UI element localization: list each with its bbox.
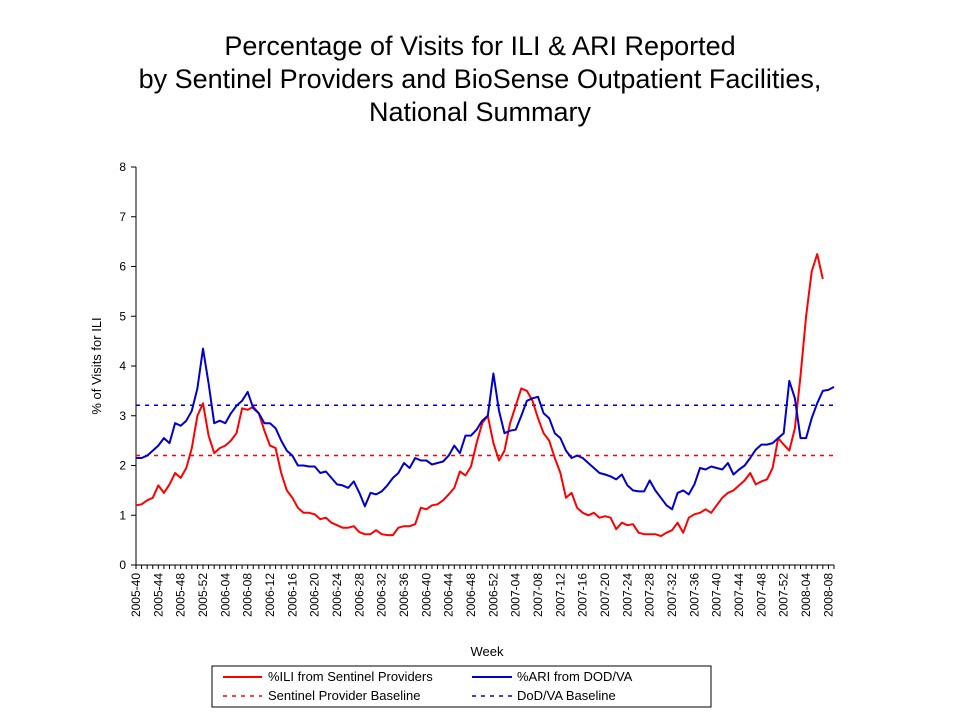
x-tick-label: 2006-04 (218, 573, 232, 617)
x-tick-label: 2006-20 (308, 573, 322, 617)
x-tick-label: 2007-40 (710, 573, 724, 617)
x-tick-label: 2005-44 (151, 573, 165, 617)
x-tick-label: 2006-44 (442, 573, 456, 617)
x-tick-label: 2007-44 (732, 573, 746, 617)
y-axis-label: % of Visits for ILI (89, 317, 104, 414)
y-tick-label: 6 (119, 260, 126, 274)
legend: %ILI from Sentinel Providers %ARI from D… (211, 665, 712, 708)
x-tick-label: 2006-32 (375, 573, 389, 617)
x-tick-label: 2006-24 (330, 573, 344, 617)
x-tick-label: 2007-24 (620, 573, 634, 617)
y-tick-label: 8 (119, 160, 126, 174)
x-tick-label: 2007-08 (531, 573, 545, 617)
x-axis-label: Week (471, 644, 504, 659)
legend-label-dodva-baseline: DoD/VA Baseline (517, 688, 616, 703)
x-tick-label: 2007-32 (665, 573, 679, 617)
x-tick-label: 2007-36 (687, 573, 701, 617)
y-tick-label: 4 (119, 359, 126, 373)
legend-label-sentinel-baseline: Sentinel Provider Baseline (268, 688, 420, 703)
x-tick-label: 2005-52 (196, 573, 210, 617)
chart-title: Percentage of Visits for ILI & ARI Repor… (0, 30, 960, 129)
chart-title-line: National Summary (368, 97, 592, 127)
x-tick-label: 2005-48 (174, 573, 188, 617)
chart-title-line: by Sentinel Providers and BioSense Outpa… (138, 64, 822, 94)
y-tick-label: 5 (119, 309, 126, 323)
x-tick-label: 2007-16 (576, 573, 590, 617)
x-tick-label: 2006-40 (419, 573, 433, 617)
series-line-0 (135, 253, 824, 538)
chart-title-line: Percentage of Visits for ILI & ARI Repor… (224, 31, 736, 61)
series-line-1 (136, 347, 835, 511)
legend-frame (211, 665, 712, 708)
x-tick-label: 2008-08 (821, 573, 835, 617)
x-tick-label: 2007-12 (553, 573, 567, 617)
y-tick-label: 2 (119, 459, 126, 473)
axes: 0 1 2 3 4 5 6 7 8 2005-40 2005-44 2005-48 2005-52 200… (119, 160, 835, 617)
x-tick-label: 2007-04 (509, 573, 523, 617)
x-tick-label: 2006-08 (241, 573, 255, 617)
x-tick-label: 2007-28 (643, 573, 657, 617)
x-tick-label: 2007-52 (777, 573, 791, 617)
x-tick-label: 2006-48 (464, 573, 478, 617)
x-tick-label: 2005-40 (129, 573, 143, 617)
y-tick-label: 3 (119, 409, 126, 423)
x-tick-label: 2007-20 (598, 573, 612, 617)
x-tick-label: 2006-28 (352, 573, 366, 617)
y-tick-label: 1 (119, 508, 126, 522)
series-lines (135, 253, 835, 538)
x-tick-label: 2006-12 (263, 573, 277, 617)
x-tick-label: 2006-36 (397, 573, 411, 617)
y-tick-label: 7 (119, 210, 126, 224)
x-tick-label: 2008-04 (799, 573, 813, 617)
x-tick-label: 2006-52 (486, 573, 500, 617)
y-tick-label: 0 (119, 558, 126, 572)
legend-label-ili: %ILI from Sentinel Providers (268, 669, 433, 684)
legend-label-ari: %ARI from DOD/VA (517, 669, 633, 684)
x-tick-label: 2006-16 (285, 573, 299, 617)
x-tick-label: 2007-48 (754, 573, 768, 617)
